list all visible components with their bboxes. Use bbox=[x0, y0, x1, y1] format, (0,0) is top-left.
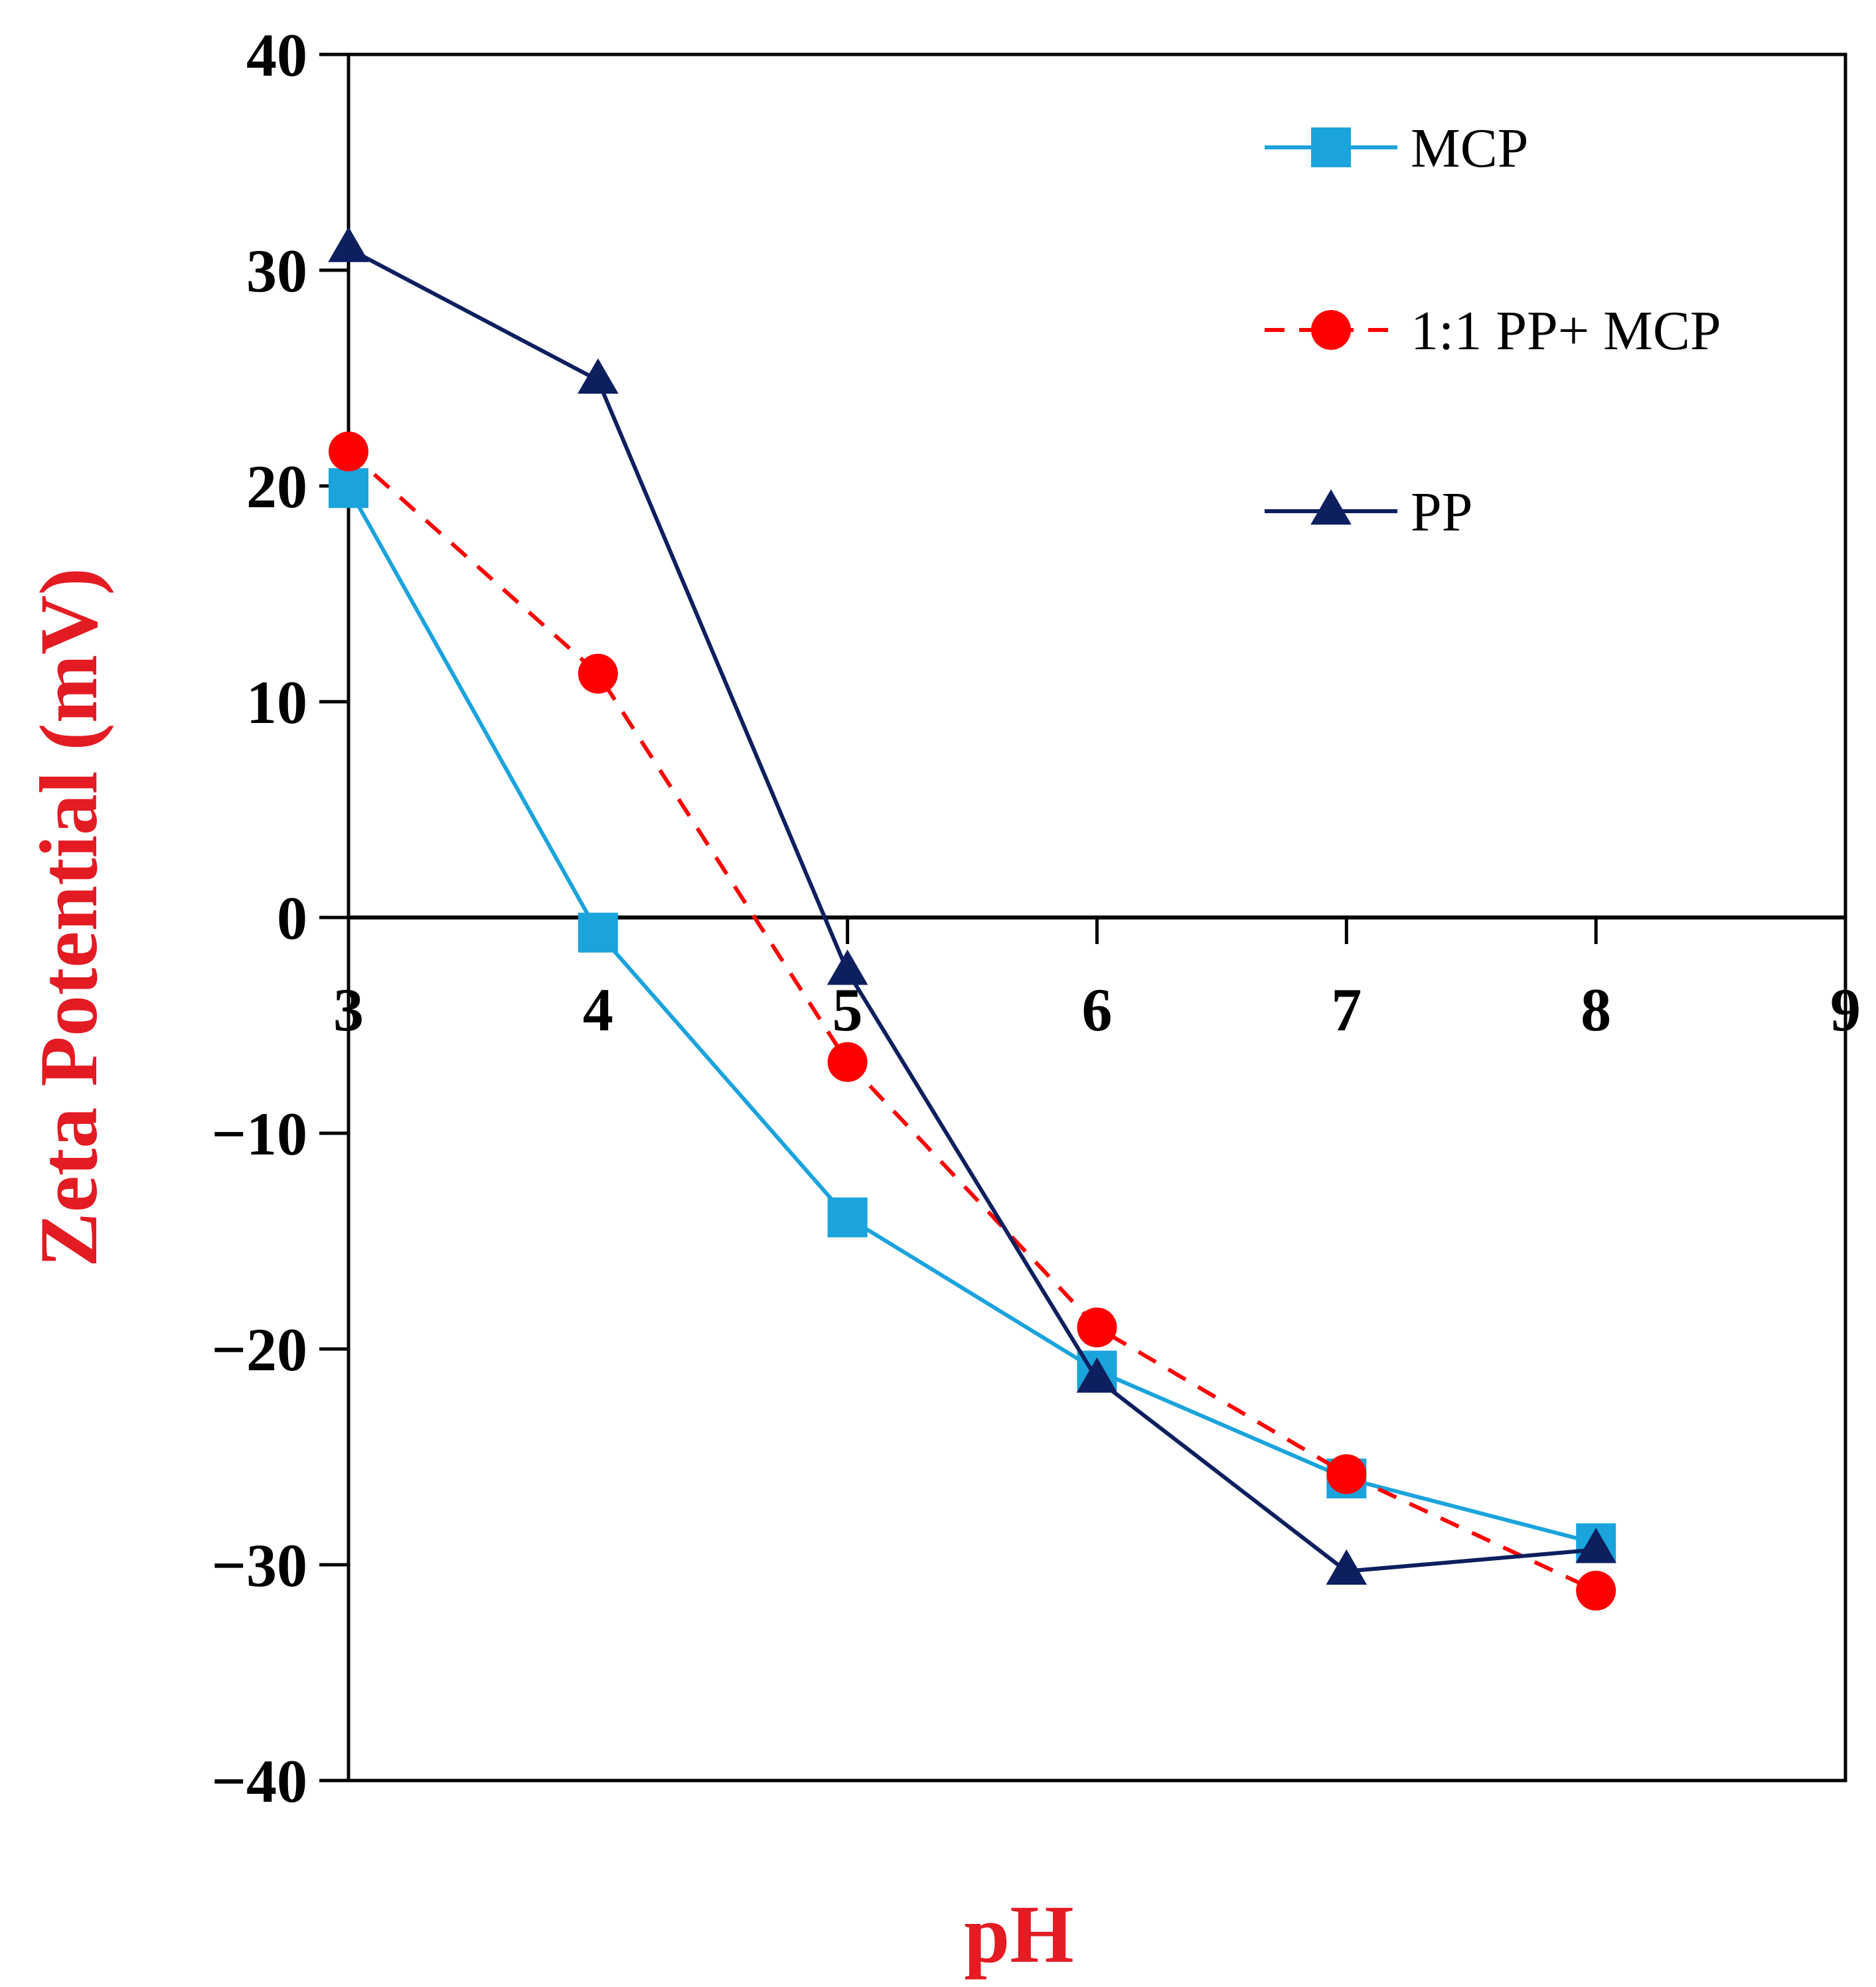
data-point-triangle bbox=[826, 949, 868, 985]
series-layer bbox=[328, 226, 1616, 1611]
y-tick-label: 10 bbox=[246, 669, 307, 736]
y-tick-label: −40 bbox=[212, 1747, 307, 1815]
data-point-circle bbox=[1077, 1307, 1117, 1348]
data-point-circle bbox=[1326, 1454, 1367, 1494]
series-square bbox=[329, 468, 1616, 1563]
y-tick-label: −10 bbox=[212, 1100, 307, 1168]
legend-label: MCP bbox=[1411, 118, 1528, 179]
series-circle bbox=[329, 432, 1616, 1611]
series-line bbox=[347, 246, 1597, 1573]
data-point-triangle bbox=[1310, 489, 1352, 525]
x-tick-label: 6 bbox=[1082, 976, 1113, 1044]
data-point-square bbox=[329, 468, 368, 509]
series-line bbox=[347, 487, 1597, 1546]
legend-label: 1:1 PP+ MCP bbox=[1411, 300, 1721, 362]
data-point-square bbox=[1311, 127, 1351, 167]
legend-entry: 1:1 PP+ MCP bbox=[1265, 300, 1721, 362]
y-tick-label: −20 bbox=[212, 1316, 307, 1384]
y-tick-label: 20 bbox=[246, 453, 307, 520]
x-tick-label: 3 bbox=[333, 976, 364, 1044]
y-tick-label: 0 bbox=[277, 884, 307, 952]
legend-entry: MCP bbox=[1265, 118, 1528, 179]
data-point-circle bbox=[1311, 310, 1351, 350]
y-tick-label: 30 bbox=[246, 237, 307, 305]
x-axis-title: pH bbox=[964, 1889, 1073, 1980]
data-point-circle bbox=[827, 1042, 868, 1082]
data-point-square bbox=[827, 1197, 868, 1237]
series-line bbox=[347, 449, 1597, 1593]
x-tick-label: 4 bbox=[583, 976, 613, 1044]
data-point-circle bbox=[578, 653, 618, 694]
y-tick-label: −30 bbox=[212, 1532, 307, 1599]
data-point-triangle bbox=[1326, 1549, 1368, 1585]
data-point-square bbox=[578, 912, 618, 953]
y-tick-label: 40 bbox=[246, 21, 307, 89]
x-tick-label: 9 bbox=[1830, 976, 1861, 1044]
data-point-triangle bbox=[578, 358, 619, 394]
data-point-circle bbox=[1576, 1571, 1616, 1611]
legend-entry: PP bbox=[1265, 481, 1472, 543]
y-axis-title: Zeta Potential (mV) bbox=[23, 568, 114, 1267]
data-point-circle bbox=[329, 432, 368, 471]
series-triangle bbox=[328, 226, 1616, 1585]
legend: MCP 1:1 PP+ MCP PP bbox=[1265, 118, 1721, 543]
data-point-triangle bbox=[1575, 1528, 1616, 1563]
legend-label: PP bbox=[1411, 481, 1472, 543]
data-point-triangle bbox=[1076, 1357, 1118, 1393]
data-point-triangle bbox=[328, 226, 369, 262]
x-tick-label: 7 bbox=[1331, 976, 1362, 1044]
x-tick-label: 8 bbox=[1581, 976, 1611, 1044]
